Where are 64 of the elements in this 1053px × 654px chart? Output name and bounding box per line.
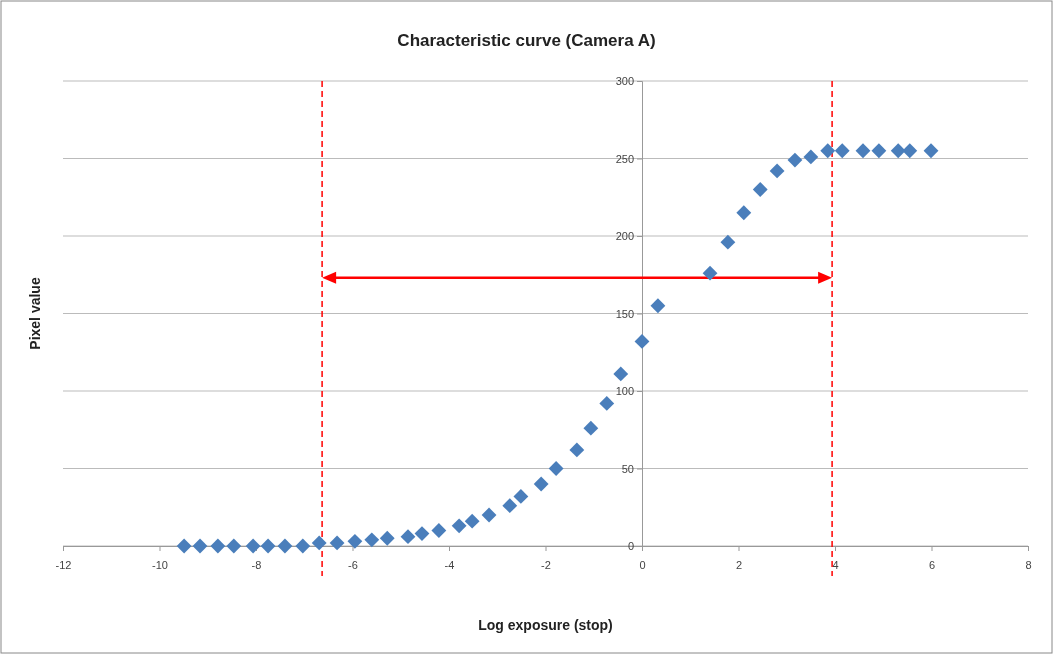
point <box>569 442 585 458</box>
point <box>787 152 803 168</box>
point <box>311 535 327 551</box>
point <box>400 529 416 545</box>
point <box>583 420 599 436</box>
point <box>513 488 529 504</box>
x-tick-label: 4 <box>832 559 839 572</box>
point <box>820 143 836 159</box>
point <box>720 234 736 250</box>
point <box>923 143 939 159</box>
x-tick-label: 2 <box>735 559 743 572</box>
point <box>347 533 363 549</box>
y-tick-label: 250 <box>615 152 634 165</box>
point <box>277 538 293 554</box>
point <box>176 538 192 554</box>
point <box>769 163 785 179</box>
point <box>451 518 467 534</box>
point <box>364 532 380 548</box>
x-tick-label: -10 <box>152 559 168 572</box>
point <box>502 498 518 514</box>
point <box>226 538 242 554</box>
point <box>650 298 666 314</box>
x-tick-label: -2 <box>541 559 551 572</box>
point <box>379 530 395 546</box>
point <box>329 535 345 551</box>
x-tick-label: -6 <box>348 559 358 572</box>
x-tick-label: -8 <box>251 559 262 572</box>
x-tick-label: 0 <box>639 559 646 572</box>
x-tick-label: -12 <box>55 559 72 572</box>
chart-title: Characteristic curve (Camera A) <box>397 31 656 50</box>
x-tick-label: -4 <box>444 559 455 572</box>
point <box>295 538 311 554</box>
y-tick-label: 300 <box>615 75 634 88</box>
y-tick-label: 150 <box>615 307 634 320</box>
point <box>752 182 768 197</box>
point <box>414 526 430 542</box>
point <box>855 143 871 159</box>
x-axis-title: Log exposure (stop) <box>478 617 613 633</box>
point <box>871 143 887 159</box>
point <box>260 538 276 554</box>
point <box>192 538 208 554</box>
y-tick-label: 50 <box>621 462 634 475</box>
point <box>803 149 819 165</box>
point <box>834 143 850 159</box>
point <box>210 538 226 554</box>
y-tick-label: 100 <box>615 385 634 398</box>
point <box>702 265 718 281</box>
point <box>599 395 615 411</box>
point <box>613 366 629 382</box>
point <box>431 523 447 538</box>
point <box>548 461 564 476</box>
x-tick-label: 8 <box>1025 559 1032 572</box>
y-axis-title: Pixel value <box>27 277 43 350</box>
point <box>902 143 918 159</box>
x-tick-label: 6 <box>928 559 936 572</box>
y-tick-label: 0 <box>627 540 634 553</box>
point <box>533 476 549 492</box>
point <box>245 538 261 554</box>
point <box>481 507 497 523</box>
y-tick-label: 200 <box>615 230 634 243</box>
point <box>634 333 650 349</box>
point <box>464 513 480 529</box>
point <box>736 205 752 221</box>
point <box>890 143 906 159</box>
